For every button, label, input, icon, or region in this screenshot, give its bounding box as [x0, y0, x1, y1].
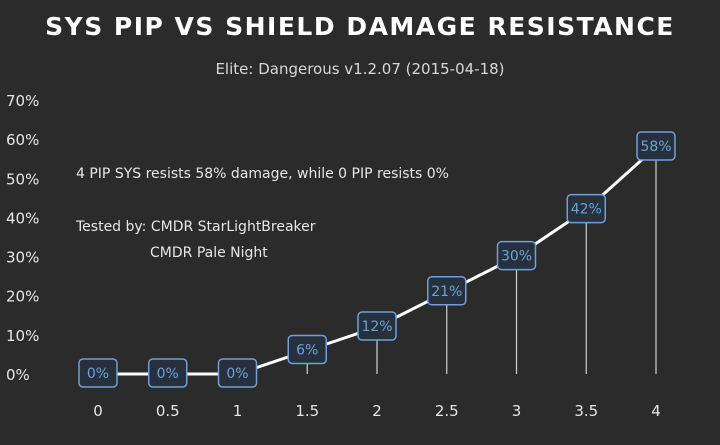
x-tick-label: 0.5	[156, 402, 180, 420]
y-tick-label: 40%	[6, 209, 39, 227]
x-tick-label: 3.5	[574, 402, 598, 420]
chart-title: SYS PIP VS SHIELD DAMAGE RESISTANCE	[45, 12, 675, 41]
y-tick-label: 70%	[6, 92, 39, 110]
x-tick-label: 1	[233, 402, 243, 420]
y-tick-label: 30%	[6, 249, 39, 267]
data-label: 58%	[636, 131, 676, 161]
x-tick-label: 0	[93, 402, 103, 420]
y-axis-ticks: 0% 10% 20% 30% 40% 50% 60% 70%	[6, 92, 39, 384]
data-label-text: 0%	[157, 366, 179, 382]
data-label: 6%	[287, 334, 327, 365]
y-tick-label: 50%	[6, 170, 39, 188]
annotation-summary: 4 PIP SYS resists 58% damage, while 0 PI…	[76, 166, 449, 182]
x-tick-label: 1.5	[295, 402, 319, 420]
x-tick-label: 2	[372, 402, 382, 420]
data-label-box	[287, 334, 327, 365]
y-tick-label: 20%	[6, 288, 39, 306]
data-label-box	[78, 358, 118, 388]
y-tick-label: 0%	[6, 366, 30, 384]
y-tick-label: 60%	[6, 131, 39, 149]
annotation-tested-by: Tested by: CMDR StarLightBreaker	[76, 219, 316, 235]
data-label: 21%	[427, 276, 467, 306]
data-label-box	[636, 131, 676, 161]
data-label-box	[217, 358, 258, 388]
data-label-box	[496, 240, 537, 271]
x-tick-label: 3	[512, 402, 522, 420]
data-label-text: 6%	[296, 343, 318, 359]
data-labels: 0% 0% 0% 6% 12% 21% 30% 42% 58%	[78, 131, 676, 388]
data-label: 42%	[566, 193, 606, 224]
data-label: 0%	[78, 358, 118, 388]
data-label-text: 12%	[361, 319, 392, 335]
data-label-box	[427, 276, 467, 306]
x-axis-ticks: 0 0.5 1 1.5 2 2.5 3 3.5 4	[93, 402, 661, 420]
data-label-text: 0%	[87, 366, 109, 382]
data-label: 30%	[496, 240, 537, 271]
data-label-text: 42%	[571, 202, 602, 218]
data-label-text: 30%	[501, 249, 532, 265]
data-label-text: 0%	[226, 366, 248, 382]
y-tick-label: 10%	[6, 327, 39, 345]
x-tick-label: 4	[651, 402, 661, 420]
data-label: 12%	[357, 311, 397, 341]
data-label-text: 21%	[431, 284, 462, 300]
annotation-tester-2: CMDR Pale Night	[150, 245, 268, 261]
data-label: 0%	[217, 358, 258, 388]
data-label-text: 58%	[640, 139, 671, 155]
data-label: 0%	[148, 358, 188, 388]
data-label-box	[357, 311, 397, 341]
data-label-box	[566, 193, 606, 224]
x-tick-label: 2.5	[435, 402, 459, 420]
drop-lines	[306, 159, 657, 374]
data-label-box	[148, 358, 188, 388]
chart-subtitle: Elite: Dangerous v1.2.07 (2015-04-18)	[215, 60, 505, 78]
